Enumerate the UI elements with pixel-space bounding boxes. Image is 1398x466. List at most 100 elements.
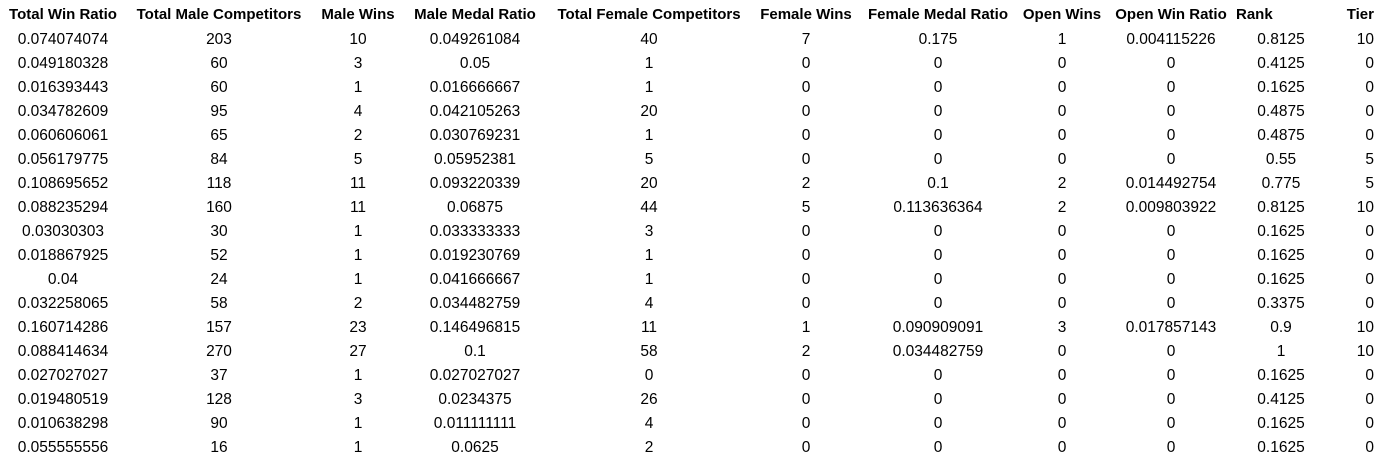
- table-cell[interactable]: 3: [644, 223, 654, 240]
- table-cell[interactable]: 0: [1365, 223, 1374, 240]
- table-cell[interactable]: 0: [1057, 247, 1067, 264]
- table-cell[interactable]: 0.009803922: [1125, 199, 1217, 216]
- table-cell[interactable]: 0.4125: [1257, 55, 1305, 72]
- table-cell[interactable]: 0.03030303: [22, 223, 104, 240]
- table-cell[interactable]: 1: [353, 271, 363, 288]
- header-male-medal-ratio[interactable]: Male Medal Ratio: [414, 5, 536, 23]
- table-cell[interactable]: 27: [349, 343, 367, 360]
- table-cell[interactable]: 0: [1166, 127, 1176, 144]
- table-cell[interactable]: 16: [210, 439, 228, 456]
- table-cell[interactable]: 4: [644, 415, 654, 432]
- table-cell[interactable]: 0.055555556: [17, 439, 109, 456]
- table-cell[interactable]: 0: [1166, 247, 1176, 264]
- table-cell[interactable]: 1: [644, 271, 654, 288]
- table-cell[interactable]: 1: [1057, 31, 1067, 48]
- table-cell[interactable]: 4: [644, 295, 654, 312]
- table-cell[interactable]: 0: [933, 79, 943, 96]
- table-cell[interactable]: 0.9: [1270, 319, 1292, 336]
- table-cell[interactable]: 0.034482759: [429, 295, 521, 312]
- table-cell[interactable]: 0.4125: [1257, 391, 1305, 408]
- table-cell[interactable]: 0.1625: [1257, 415, 1305, 432]
- table-cell[interactable]: 0: [1365, 103, 1374, 120]
- table-cell[interactable]: 0.1625: [1257, 247, 1305, 264]
- table-cell[interactable]: 44: [640, 199, 658, 216]
- table-cell[interactable]: 0: [1365, 415, 1374, 432]
- table-cell[interactable]: 0.04: [47, 271, 79, 288]
- table-cell[interactable]: 0: [801, 127, 811, 144]
- table-cell[interactable]: 0: [1365, 295, 1374, 312]
- table-cell[interactable]: 270: [206, 343, 232, 360]
- table-cell[interactable]: 1: [1276, 343, 1286, 360]
- table-cell[interactable]: 0: [1166, 343, 1176, 360]
- table-cell[interactable]: 0: [933, 247, 943, 264]
- table-cell[interactable]: 0: [1166, 271, 1176, 288]
- table-cell[interactable]: 0: [933, 127, 943, 144]
- header-total-male-competitors[interactable]: Total Male Competitors: [136, 5, 302, 23]
- table-cell[interactable]: 10: [1356, 319, 1374, 336]
- table-cell[interactable]: 1: [353, 223, 363, 240]
- table-cell[interactable]: 0.018867925: [17, 247, 109, 264]
- table-cell[interactable]: 1: [353, 79, 363, 96]
- table-cell[interactable]: 7: [801, 31, 811, 48]
- table-cell[interactable]: 0.034782609: [17, 103, 109, 120]
- table-cell[interactable]: 1: [644, 55, 654, 72]
- table-cell[interactable]: 0: [1365, 127, 1374, 144]
- header-total-female-competitors[interactable]: Total Female Competitors: [557, 5, 741, 23]
- table-cell[interactable]: 0.088235294: [17, 199, 109, 216]
- table-cell[interactable]: 5: [644, 151, 654, 168]
- table-cell[interactable]: 0.034482759: [892, 343, 984, 360]
- table-cell[interactable]: 0: [801, 79, 811, 96]
- table-cell[interactable]: 0: [801, 223, 811, 240]
- table-cell[interactable]: 0.027027027: [17, 367, 109, 384]
- table-cell[interactable]: 0: [1057, 79, 1067, 96]
- table-cell[interactable]: 0: [1057, 223, 1067, 240]
- table-cell[interactable]: 0: [801, 295, 811, 312]
- table-cell[interactable]: 10: [1356, 343, 1374, 360]
- table-cell[interactable]: 0: [1166, 223, 1176, 240]
- table-cell[interactable]: 0.090909091: [892, 319, 984, 336]
- table-cell[interactable]: 0.032258065: [17, 295, 109, 312]
- table-cell[interactable]: 0.042105263: [429, 103, 521, 120]
- table-cell[interactable]: 60: [210, 79, 228, 96]
- table-cell[interactable]: 0: [933, 391, 943, 408]
- table-cell[interactable]: 0: [801, 55, 811, 72]
- table-cell[interactable]: 1: [644, 127, 654, 144]
- table-cell[interactable]: 0: [801, 415, 811, 432]
- table-cell[interactable]: 0.775: [1261, 175, 1301, 192]
- table-cell[interactable]: 5: [1365, 151, 1374, 168]
- table-cell[interactable]: 0.019480519: [17, 391, 109, 408]
- table-cell[interactable]: 0.4875: [1257, 103, 1305, 120]
- table-cell[interactable]: 1: [353, 367, 363, 384]
- table-cell[interactable]: 0: [1057, 55, 1067, 72]
- header-male-wins[interactable]: Male Wins: [321, 5, 395, 23]
- table-cell[interactable]: 0.017857143: [1125, 319, 1217, 336]
- table-cell[interactable]: 5: [801, 199, 811, 216]
- table-cell[interactable]: 0.3375: [1257, 295, 1305, 312]
- table-cell[interactable]: 20: [640, 103, 658, 120]
- table-cell[interactable]: 0: [1166, 415, 1176, 432]
- table-cell[interactable]: 0.108695652: [17, 175, 109, 192]
- table-cell[interactable]: 0.1: [927, 175, 949, 192]
- table-cell[interactable]: 0.011111111: [433, 415, 517, 432]
- table-cell[interactable]: 0.55: [1265, 151, 1297, 168]
- table-cell[interactable]: 5: [1365, 175, 1374, 192]
- table-cell[interactable]: 203: [206, 31, 232, 48]
- table-cell[interactable]: 0.4875: [1257, 127, 1305, 144]
- table-cell[interactable]: 0.1625: [1257, 223, 1305, 240]
- table-cell[interactable]: 0: [1365, 55, 1374, 72]
- table-cell[interactable]: 0.113636364: [893, 199, 983, 216]
- table-cell[interactable]: 0: [1057, 271, 1067, 288]
- table-cell[interactable]: 10: [1356, 199, 1374, 216]
- table-cell[interactable]: 0.049261084: [429, 31, 521, 48]
- table-cell[interactable]: 0: [1057, 391, 1067, 408]
- table-cell[interactable]: 84: [210, 151, 228, 168]
- table-cell[interactable]: 37: [210, 367, 228, 384]
- header-female-wins[interactable]: Female Wins: [760, 5, 852, 23]
- table-cell[interactable]: 0: [1166, 151, 1176, 168]
- table-cell[interactable]: 0.1625: [1257, 271, 1305, 288]
- table-cell[interactable]: 0.030769231: [429, 127, 521, 144]
- table-cell[interactable]: 2: [353, 295, 363, 312]
- table-cell[interactable]: 0: [933, 103, 943, 120]
- table-cell[interactable]: 0.014492754: [1125, 175, 1217, 192]
- table-cell[interactable]: 11: [349, 199, 367, 216]
